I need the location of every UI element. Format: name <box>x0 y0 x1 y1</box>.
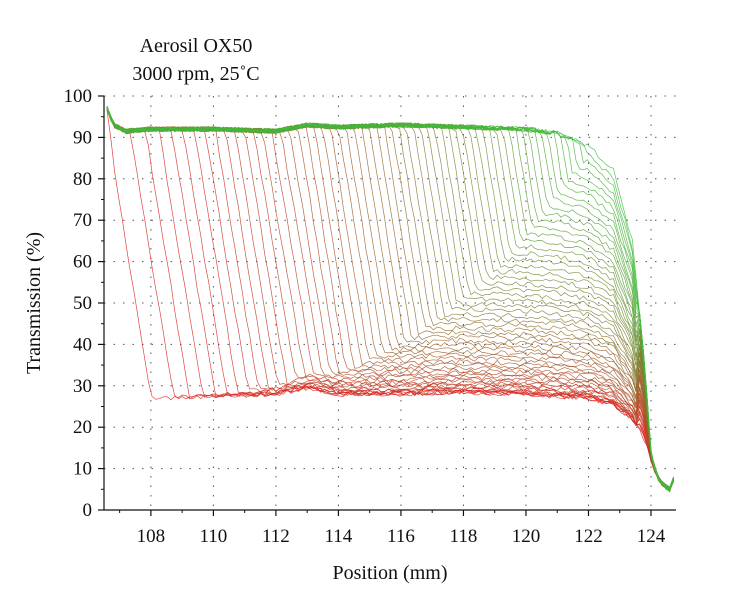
profile-line <box>106 109 674 490</box>
profile-line <box>106 109 674 492</box>
profile-line <box>106 108 674 492</box>
x-tick-label: 110 <box>200 526 228 547</box>
x-tick-label: 124 <box>637 526 666 547</box>
profile-line <box>106 107 674 490</box>
profile-line <box>106 106 674 490</box>
profile-line <box>106 108 674 488</box>
profile-line <box>106 108 674 490</box>
x-tick-label: 116 <box>387 526 415 547</box>
profile-line <box>106 108 674 490</box>
ticks: 0 10 20 30 40 50 60 70 80 90 100 108 110 112 114 116 118… <box>64 86 666 547</box>
profile-line <box>106 110 674 493</box>
y-tick-label: 90 <box>73 127 92 148</box>
profile-line <box>106 110 674 489</box>
y-tick-label: 100 <box>64 86 93 107</box>
y-tick-label: 80 <box>73 169 92 190</box>
profile-line <box>106 109 674 488</box>
y-tick-label: 10 <box>73 459 92 480</box>
profile-line <box>106 109 674 490</box>
y-tick-label: 70 <box>73 210 92 231</box>
profile-line <box>106 108 674 492</box>
y-tick-label: 30 <box>73 376 92 397</box>
y-tick-label: 20 <box>73 417 92 438</box>
x-tick-label: 120 <box>512 526 541 547</box>
profile-line <box>106 108 674 488</box>
y-tick-label: 50 <box>73 293 92 314</box>
profile-line <box>106 110 674 490</box>
profile-line <box>106 108 674 492</box>
profile-line <box>106 106 674 488</box>
x-tick-label: 114 <box>325 526 353 547</box>
profile-line <box>106 109 674 488</box>
series-layer <box>106 105 674 493</box>
profile-line <box>106 108 674 490</box>
profile-line <box>106 106 674 491</box>
x-axis-title: Position (mm) <box>332 562 447 584</box>
profile-line <box>106 110 674 488</box>
profile-line <box>106 109 674 489</box>
profile-line <box>106 107 674 490</box>
y-tick-label: 0 <box>83 500 93 521</box>
annotation-conditions: 3000 rpm, 25˚C <box>132 63 259 85</box>
profile-line <box>106 108 674 490</box>
y-axis-title: Transmission (%) <box>23 232 45 374</box>
profile-line <box>106 107 674 493</box>
profile-line <box>106 108 674 489</box>
profile-line <box>106 110 674 489</box>
y-tick-label: 60 <box>73 252 92 273</box>
profile-line <box>106 108 674 490</box>
x-tick-label: 122 <box>574 526 603 547</box>
x-tick-label: 112 <box>262 526 290 547</box>
x-tick-label: 108 <box>137 526 166 547</box>
profile-line <box>106 110 674 490</box>
annotation-material: Aerosil OX50 <box>140 35 253 57</box>
x-tick-label: 118 <box>450 526 478 547</box>
grid <box>104 95 676 510</box>
profile-line <box>106 109 674 489</box>
y-tick-label: 40 <box>73 334 92 355</box>
